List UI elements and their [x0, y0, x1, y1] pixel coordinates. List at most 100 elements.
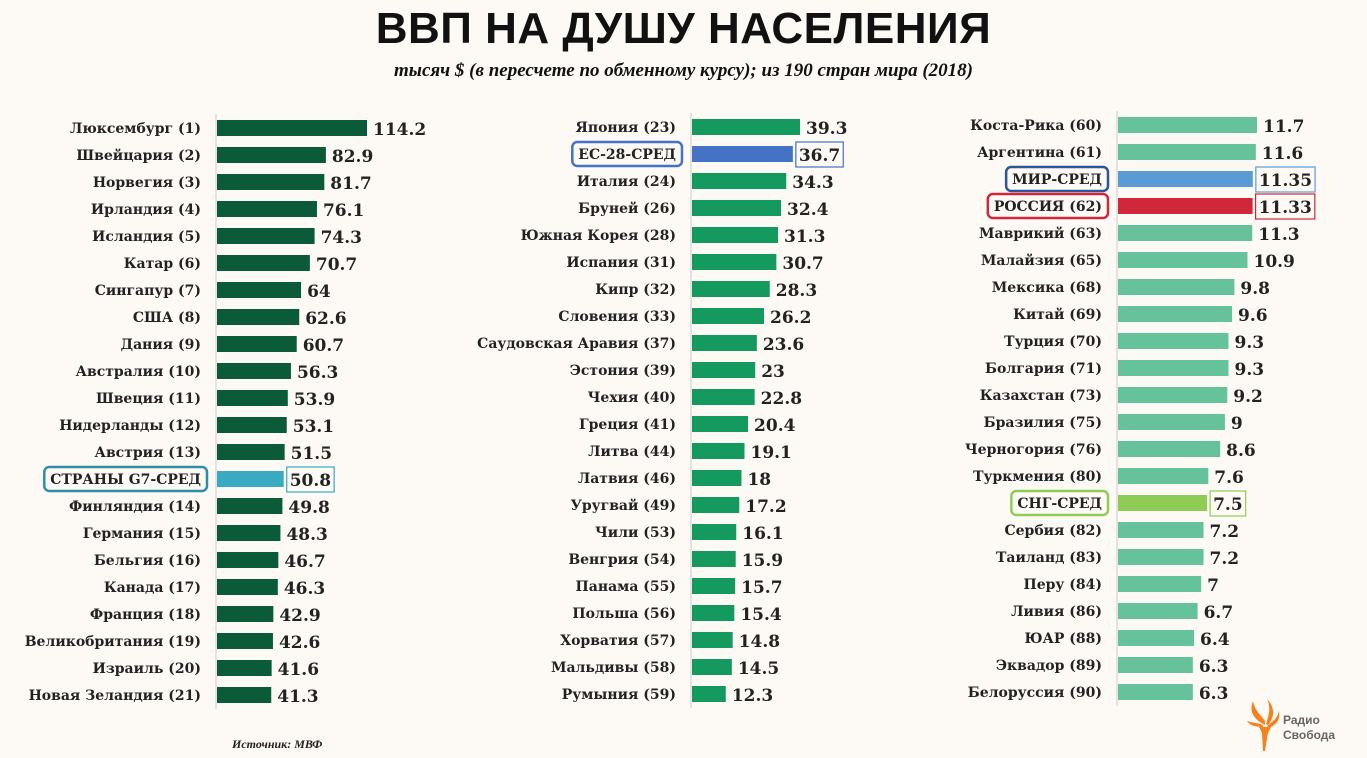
category-label: Литва (44) [588, 444, 676, 460]
bar [217, 228, 315, 244]
category-label: Чили (53) [595, 525, 676, 541]
radio-svoboda-logo: Радио Свобода [1245, 697, 1355, 753]
value-label: 46.3 [284, 579, 325, 599]
value-label: 32.4 [787, 200, 829, 220]
category-label: Кипр (32) [595, 282, 676, 298]
bar [217, 282, 302, 298]
highlight-label-box [571, 140, 684, 168]
value-label: 56.3 [297, 363, 338, 383]
bar [1118, 630, 1195, 646]
bar [1118, 225, 1253, 241]
bar [692, 362, 756, 378]
category-label: Белоруссия (90) [968, 685, 1102, 701]
highlight-label-box [986, 192, 1110, 220]
highlight-label-box [1010, 489, 1110, 517]
category-label: Маврикий (63) [979, 225, 1102, 242]
category-label: Китай (69) [1013, 306, 1102, 323]
bar [217, 552, 279, 568]
bar [217, 579, 278, 595]
bar [217, 120, 367, 136]
value-label: 26.2 [770, 308, 811, 328]
bar [692, 416, 749, 432]
bar [217, 147, 326, 163]
category-label: Италия (24) [577, 174, 676, 190]
category-label: Ливия (86) [1011, 604, 1102, 620]
value-label: 11.33 [1259, 198, 1312, 218]
value-label: 22.8 [761, 389, 802, 409]
category-label: Чехия (40) [588, 390, 676, 406]
bar [217, 633, 273, 649]
bar [217, 201, 317, 217]
bar [1118, 576, 1202, 592]
bar [692, 335, 757, 351]
bar [1118, 495, 1208, 511]
category-label: Франция (18) [90, 607, 201, 623]
bar [217, 363, 291, 379]
value-label: 14.5 [738, 659, 779, 679]
bar [217, 498, 283, 514]
category-label: Австрия (13) [95, 445, 201, 461]
category-label: Израиль (20) [93, 661, 201, 677]
value-label: 11.6 [1262, 144, 1303, 164]
bar [217, 444, 285, 460]
bar [692, 146, 793, 162]
category-label: Нидерланды (12) [59, 418, 201, 434]
bar [217, 390, 288, 406]
bar [1118, 657, 1193, 673]
category-label: Коста-Рика (60) [970, 118, 1102, 134]
category-label: Латвия (46) [578, 471, 676, 487]
value-label: 7 [1207, 576, 1219, 596]
bar [217, 660, 272, 676]
value-label: 114.2 [373, 120, 426, 140]
bar [1118, 468, 1209, 484]
source-note: Источник: МВФ [232, 737, 323, 751]
value-label: 76.1 [323, 201, 364, 221]
bar [692, 632, 733, 648]
value-label: 20.4 [754, 416, 796, 436]
value-label: 49.8 [288, 498, 329, 518]
value-label: 51.5 [291, 444, 332, 464]
value-label: 19.1 [750, 443, 791, 463]
value-label: 11.7 [1263, 117, 1304, 137]
category-label: ЮАР (88) [1024, 631, 1102, 647]
value-label: 28.3 [776, 281, 817, 301]
category-label: Хорватия (57) [560, 633, 676, 649]
bar [217, 687, 272, 703]
value-label: 9.2 [1233, 387, 1263, 407]
value-label: 74.3 [321, 228, 362, 248]
bar-column-2: Япония (23) 39.3 ЕС-28-СРЕД 36.7 Италия (24)… [477, 113, 847, 708]
category-label: Ирландия (4) [91, 202, 201, 218]
bar [692, 281, 770, 297]
category-label: Туркмения (80) [973, 469, 1102, 485]
value-label: 70.7 [316, 255, 357, 275]
bar [692, 173, 787, 189]
bar [692, 551, 736, 567]
category-label: Катар (6) [124, 256, 201, 272]
bar [1118, 360, 1229, 376]
category-label: Словения (33) [558, 309, 676, 325]
category-label: США (8) [133, 310, 201, 326]
bar [1118, 144, 1256, 160]
value-label: 11.35 [1259, 171, 1312, 191]
bar [692, 254, 777, 270]
category-label: Мальдивы (58) [551, 660, 676, 676]
category-label: Саудовская Аравия (37) [477, 336, 676, 352]
value-label: 6.3 [1199, 684, 1229, 704]
value-label: 18 [747, 470, 771, 490]
bar [1118, 414, 1225, 430]
highlight-label-box [43, 465, 209, 493]
torch-icon [1247, 699, 1280, 751]
value-label: 50.8 [290, 471, 331, 491]
bar [1118, 171, 1253, 187]
value-label: 36.7 [799, 146, 840, 166]
value-label: 9.3 [1234, 360, 1264, 380]
bar [692, 686, 726, 702]
value-label: 41.3 [277, 687, 318, 707]
value-label: 11.3 [1258, 225, 1299, 245]
bar [1118, 117, 1257, 133]
category-label: Канада (17) [104, 580, 201, 596]
value-label: 7.2 [1210, 522, 1240, 542]
bar [692, 119, 800, 135]
category-label: Аргентина (61) [977, 145, 1102, 161]
value-label: 15.4 [740, 605, 782, 625]
